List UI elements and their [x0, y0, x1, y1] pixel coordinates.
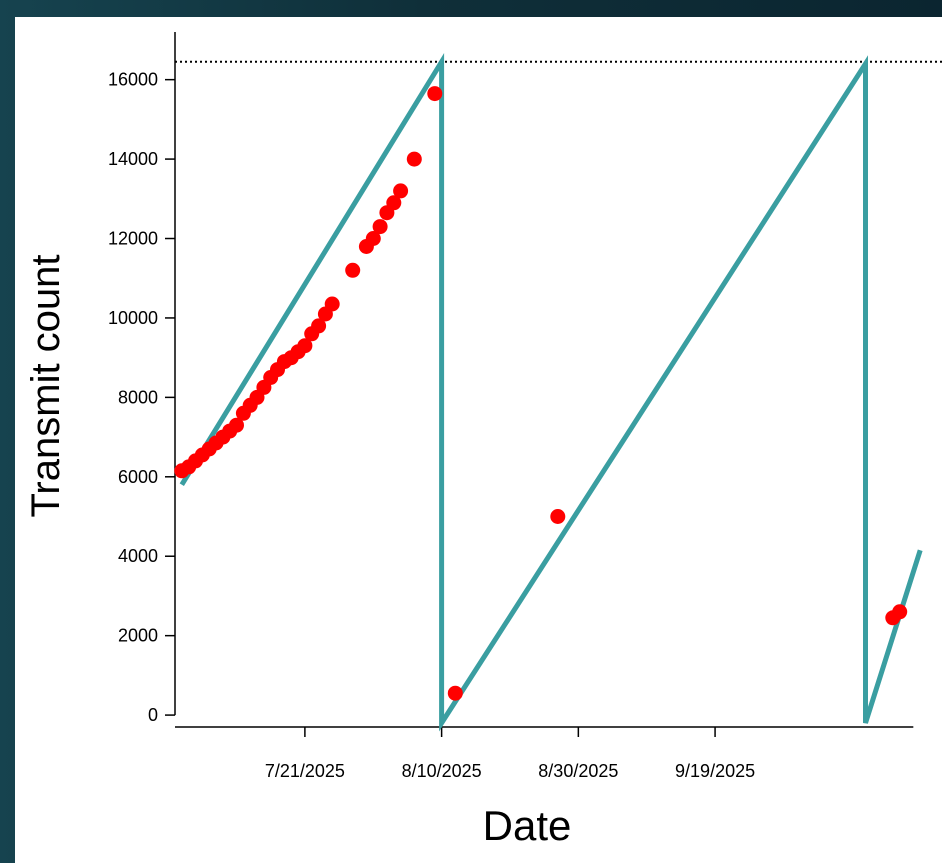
data-point: [393, 183, 409, 199]
y-tick-label: 10000: [108, 308, 158, 328]
data-points-layer: [174, 86, 908, 701]
data-point: [427, 86, 443, 102]
data-point: [892, 604, 908, 620]
x-tick-label: 9/19/2025: [675, 761, 755, 781]
y-tick-label: 6000: [118, 467, 158, 487]
transmit-count-chart: 0 2000 4000 6000 8000 10000 12000 14000 16000 7/…: [24, 32, 942, 849]
y-tick-label: 12000: [108, 229, 158, 249]
data-point: [365, 231, 381, 246]
y-tick-label: 16000: [108, 70, 158, 90]
y-tick-label: 14000: [108, 149, 158, 169]
chart-panel: 0 2000 4000 6000 8000 10000 12000 14000 16000 7/…: [15, 17, 942, 863]
x-axis-title: Date: [483, 802, 572, 849]
y-axis: 0 2000 4000 6000 8000 10000 12000 14000 16000: [108, 32, 176, 725]
fit-line-layer: [179, 52, 923, 732]
y-tick-label: 4000: [118, 546, 158, 566]
y-tick-label: 2000: [118, 626, 158, 646]
data-point: [386, 195, 402, 211]
data-point: [406, 151, 422, 167]
data-point: [311, 318, 327, 334]
y-axis-title: Transmit count: [24, 254, 68, 517]
data-point: [372, 219, 388, 235]
data-point: [345, 262, 361, 278]
x-tick-label: 8/10/2025: [402, 761, 482, 781]
data-point: [324, 296, 340, 312]
data-point: [550, 509, 566, 524]
y-tick-label: 8000: [118, 387, 158, 407]
y-tick-label: 0: [148, 705, 158, 725]
x-tick-label: 8/30/2025: [538, 761, 618, 781]
x-tick-label: 7/21/2025: [265, 761, 345, 781]
data-point: [447, 685, 463, 701]
data-point: [229, 417, 244, 433]
data-point: [297, 338, 313, 354]
fit-line: [179, 52, 923, 732]
x-axis: 7/21/2025 8/10/2025 8/30/2025 9/19/2025: [175, 726, 914, 781]
